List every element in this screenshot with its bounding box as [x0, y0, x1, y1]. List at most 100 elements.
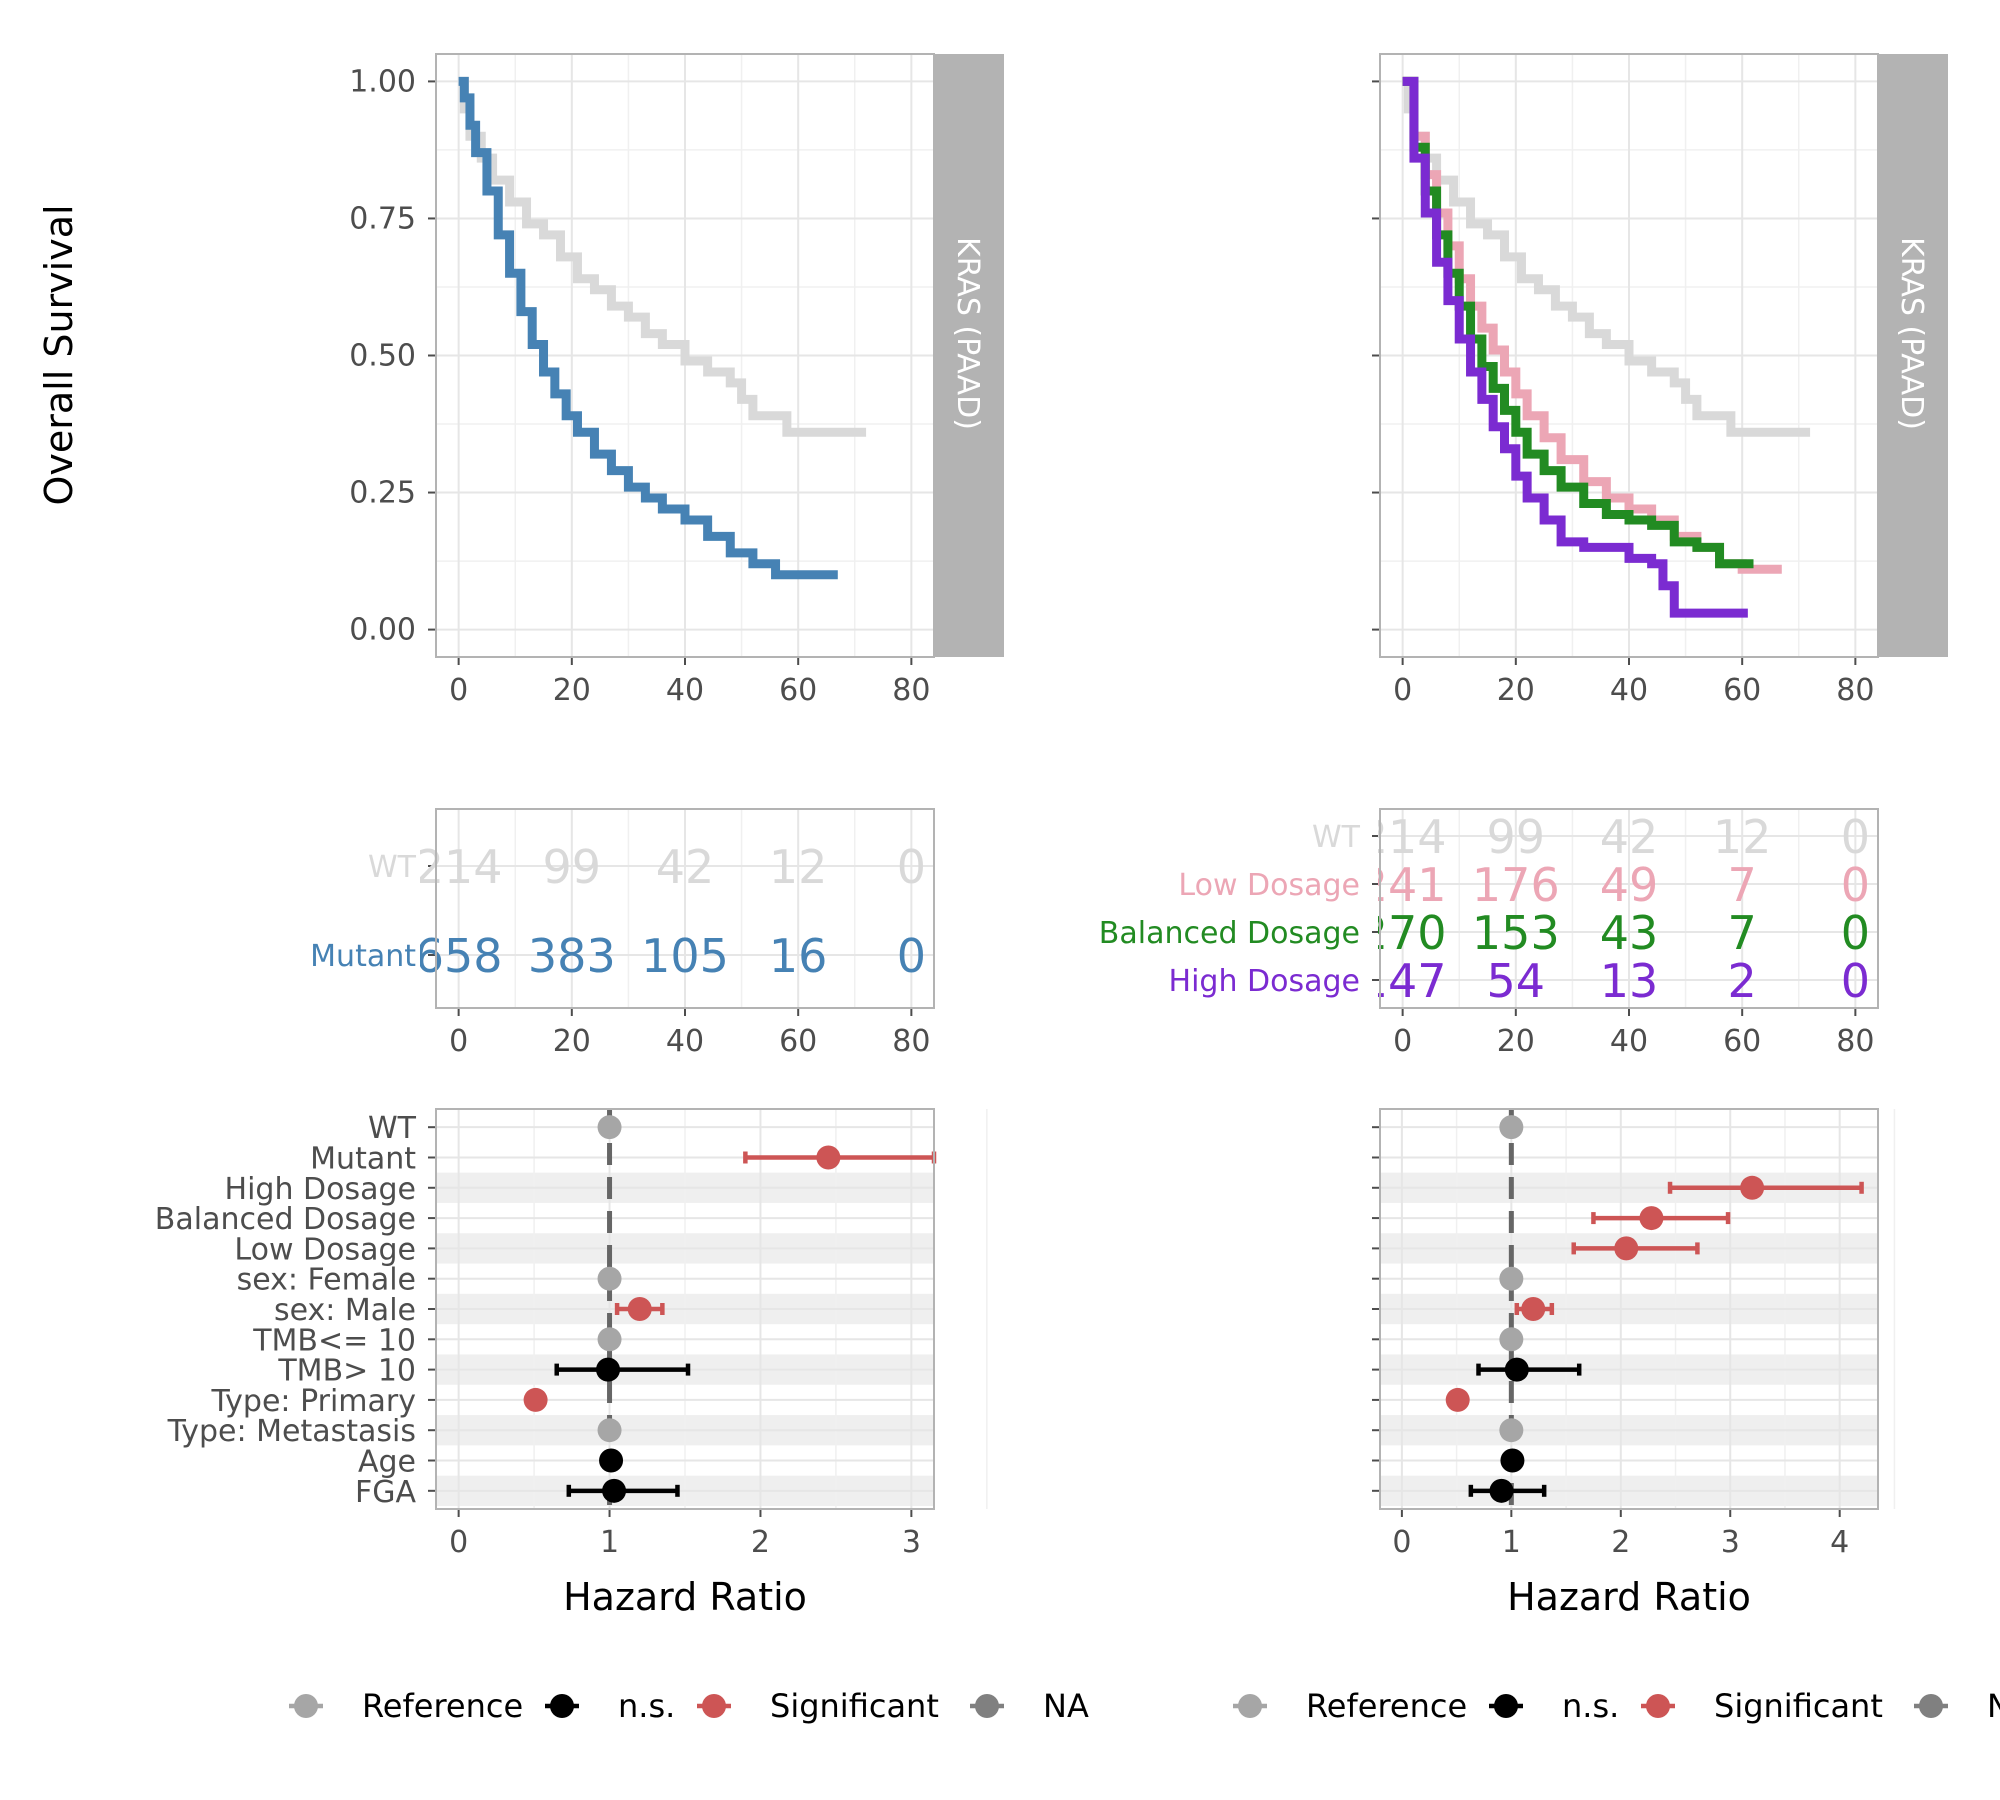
facet-strip-label: KRAS (PAAD) [950, 237, 985, 430]
risk-x-tick-label: 0 [449, 1024, 468, 1059]
km-y-tick-label: 0.75 [349, 201, 416, 236]
forest-x-tick-label: 3 [1721, 1525, 1740, 1560]
risk-count: 214 [1359, 810, 1447, 864]
legend-1: Reference n.s. Significant NA [1233, 1687, 2000, 1725]
forest-row-label: Low Dosage [234, 1232, 416, 1267]
forest-point [1499, 1327, 1524, 1352]
forest-border [435, 1108, 935, 1510]
forest-point [627, 1297, 652, 1321]
risk-x-tick-label: 60 [1723, 1024, 1761, 1059]
forest-x-tick-label: 0 [449, 1525, 468, 1560]
forest-point [1500, 1448, 1525, 1473]
forest-point [1445, 1387, 1470, 1412]
facet-strip-label: KRAS (PAAD) [1894, 237, 1929, 430]
km-curve-balanced-dosage [1402, 76, 1754, 569]
forest-point [816, 1145, 841, 1170]
y-axis-title: Overall Survival [37, 204, 81, 505]
forest-x-axis-title: Hazard Ratio [1507, 1575, 1751, 1619]
km-x-tick-label: 0 [449, 673, 468, 708]
risk-count: 13 [1600, 954, 1659, 1008]
forest-point [1489, 1478, 1514, 1503]
risk-count: 49 [1600, 858, 1659, 912]
risk-count: 7 [1728, 858, 1757, 912]
legend-key-point [1646, 1694, 1670, 1718]
forest-point [1504, 1357, 1529, 1382]
facet-strip [1878, 54, 1948, 657]
legend-label: Reference [1306, 1687, 1467, 1725]
forest-x-tick-label: 4 [1830, 1525, 1849, 1560]
risk-x-tick-label: 20 [553, 1024, 591, 1059]
km-x-tick-label: 60 [779, 673, 817, 708]
risk-count: 99 [543, 840, 602, 894]
risk-count: 0 [1841, 954, 1870, 1008]
km-curve-wt [458, 76, 867, 437]
risk-count: 105 [641, 929, 729, 983]
forest-point [597, 1327, 622, 1352]
risk-count: 42 [1600, 810, 1659, 864]
forest-point [1521, 1297, 1546, 1321]
legend-key-point [702, 1694, 726, 1718]
forest-point [1614, 1236, 1639, 1261]
forest-row-label: sex: Male [274, 1293, 416, 1328]
km-x-tick-label: 40 [1610, 673, 1648, 708]
km-x-tick-label: 80 [892, 673, 930, 708]
forest-plot: 0 1 2 3 4 Hazard Ratio [1372, 1108, 1896, 1619]
risk-count: 7 [1728, 906, 1757, 960]
legend-label: NA [1043, 1687, 1089, 1725]
facet-strip [934, 54, 1004, 657]
legend-label: Significant [1714, 1687, 1883, 1725]
legend-key-point [1238, 1694, 1262, 1718]
risk-count: 0 [1841, 906, 1870, 960]
forest-x-axis-title: Hazard Ratio [563, 1575, 807, 1619]
risk-count: 2 [1728, 954, 1757, 1008]
forest-point [523, 1387, 548, 1412]
risk-count: 241 [1359, 858, 1447, 912]
forest-border [1379, 1108, 1879, 1510]
forest-point [597, 1266, 622, 1291]
risk-count: 12 [1713, 810, 1772, 864]
risk-x-tick-label: 20 [1497, 1024, 1535, 1059]
km-curve-high-dosage [1402, 76, 1748, 618]
forest-row-label: Type: Primary [211, 1384, 416, 1419]
risk-x-tick-label: 40 [666, 1024, 704, 1059]
risk-x-tick-label: 80 [1836, 1024, 1874, 1059]
risk-count: 153 [1472, 906, 1560, 960]
forest-row-label: Mutant [310, 1141, 416, 1176]
risk-row-label: Mutant [310, 939, 416, 974]
legend-key-point [975, 1694, 999, 1718]
forest-point [597, 1115, 622, 1140]
forest-x-tick-label: 0 [1392, 1525, 1411, 1560]
forest-point [602, 1478, 627, 1503]
risk-count: 383 [528, 929, 616, 983]
forest-row-label: WT [368, 1111, 417, 1146]
risk-count: 99 [1487, 810, 1546, 864]
risk-count: 0 [1841, 810, 1870, 864]
forest-row-label: Age [358, 1445, 416, 1480]
km-x-tick-label: 80 [1836, 673, 1874, 708]
forest-row-label: FGA [355, 1475, 417, 1510]
km-plot: 0 20 40 60 80 0.00 0.25 0.50 0.75 1.00 KRAS (PAAD) [349, 53, 1004, 708]
forest-row-label: TMB<= 10 [252, 1323, 416, 1358]
km-y-tick-label: 0.50 [349, 339, 416, 374]
km-y-tick-label: 1.00 [349, 64, 416, 99]
risk-row-label: Low Dosage [1178, 868, 1360, 903]
risk-count: 658 [415, 929, 503, 983]
risk-count: 0 [1841, 858, 1870, 912]
legend-label: n.s. [1562, 1687, 1619, 1725]
risk-count: 16 [769, 929, 828, 983]
risk-count: 270 [1359, 906, 1447, 960]
km-curve-wt [1402, 76, 1811, 437]
km-x-tick-label: 40 [666, 673, 704, 708]
risk-table-border [435, 808, 935, 1009]
risk-table-border [1379, 808, 1879, 1009]
risk-count: 12 [769, 840, 828, 894]
forest-row-label: Balanced Dosage [155, 1202, 416, 1237]
risk-count: 214 [415, 840, 503, 894]
risk-count: 0 [897, 929, 926, 983]
km-y-tick-label: 0.25 [349, 476, 416, 511]
risk-count: 54 [1487, 954, 1546, 1008]
